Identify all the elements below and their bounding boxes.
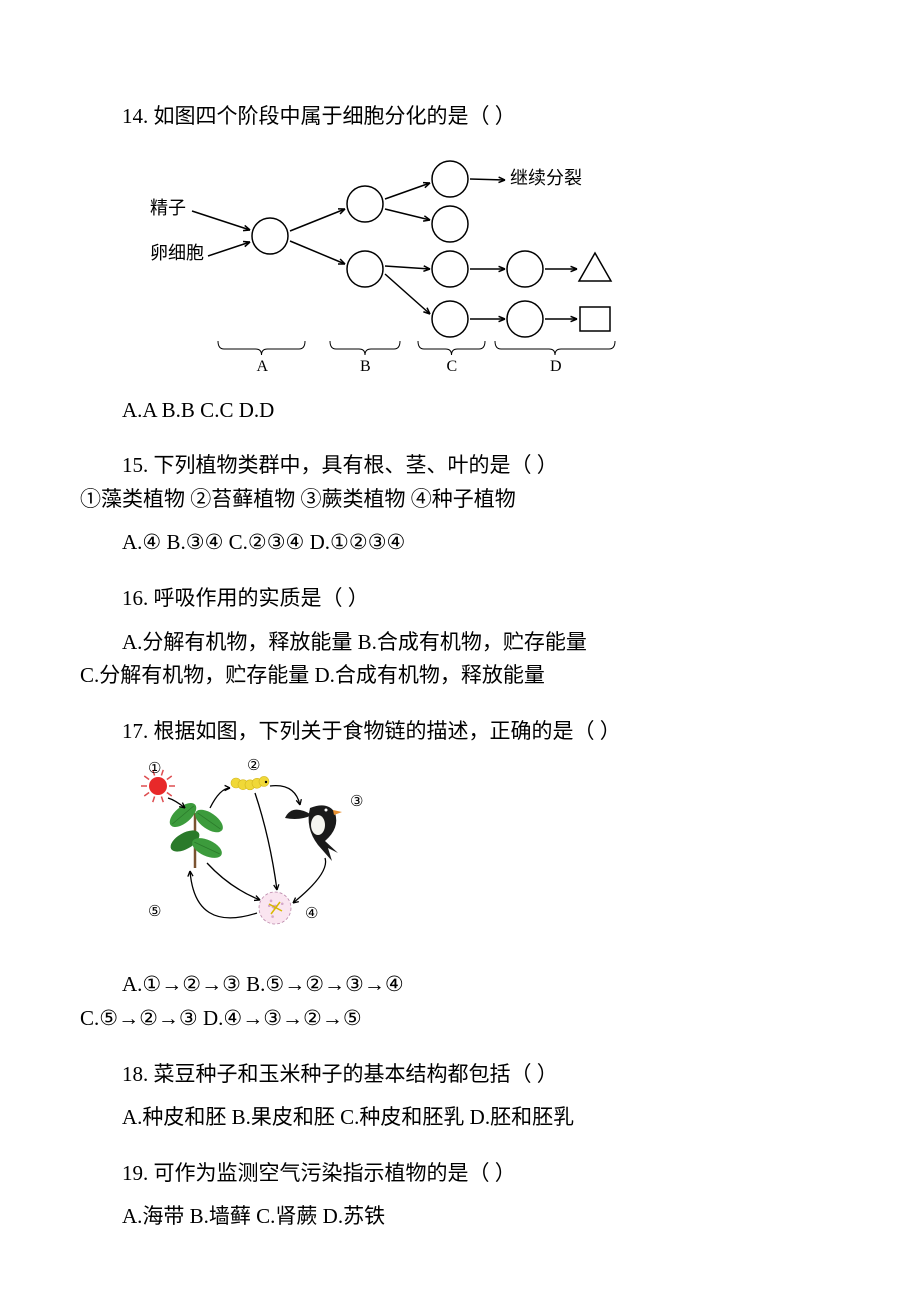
q17-options-1: A.①→②→③ B.⑤→②→③→④ — [80, 968, 840, 1002]
question-15: 15. 下列植物类群中，具有根、茎、叶的是（ ） ①藻类植物 ②苔藓植物 ③蕨类… — [80, 449, 840, 560]
svg-text:卵细胞: 卵细胞 — [150, 243, 204, 263]
food-chain-diagram: ① ② ③ ④ ⑤ — [140, 758, 375, 943]
question-19: 19. 可作为监测空气污染指示植物的是（ ） A.海带 B.墙藓 C.肾蕨 D.… — [80, 1157, 840, 1234]
q16-options-1: A.分解有机物，释放能量 B.合成有机物，贮存能量 — [80, 626, 840, 660]
q19-text: 19. 可作为监测空气污染指示植物的是（ ） — [80, 1157, 840, 1191]
q17-options-2: C.⑤→②→③ D.④→③→②→⑤ — [80, 1002, 840, 1036]
svg-text:③: ③ — [350, 794, 363, 810]
svg-text:②: ② — [247, 758, 260, 774]
svg-text:D: D — [550, 358, 562, 375]
svg-text:精子: 精子 — [150, 198, 186, 218]
q16-text: 16. 呼吸作用的实质是（ ） — [80, 582, 840, 616]
q14-text: 14. 如图四个阶段中属于细胞分化的是（ ） — [80, 100, 840, 134]
svg-text:继续分裂: 继续分裂 — [510, 168, 582, 188]
q19-options: A.海带 B.墙藓 C.肾蕨 D.苏铁 — [80, 1200, 840, 1234]
q18-options: A.种皮和胚 B.果皮和胚 C.种皮和胚乳 D.胚和胚乳 — [80, 1101, 840, 1135]
q14-diagram: 精子卵细胞 继续分裂 A B C D — [140, 149, 840, 379]
q15-subtext: ①藻类植物 ②苔藓植物 ③蕨类植物 ④种子植物 — [80, 483, 840, 517]
question-17: 17. 根据如图，下列关于食物链的描述，正确的是（ ） ① ② ③ ④ ⑤ A.①→②→… — [80, 715, 840, 1036]
q14-options: A.A B.B C.C D.D — [80, 394, 840, 428]
q17-text: 17. 根据如图，下列关于食物链的描述，正确的是（ ） — [80, 715, 840, 749]
question-18: 18. 菜豆种子和玉米种子的基本结构都包括（ ） A.种皮和胚 B.果皮和胚 C… — [80, 1058, 840, 1135]
q15-options: A.④ B.③④ C.②③④ D.①②③④ — [80, 526, 840, 560]
question-16: 16. 呼吸作用的实质是（ ） A.分解有机物，释放能量 B.合成有机物，贮存能… — [80, 582, 840, 693]
svg-text:A: A — [257, 358, 269, 375]
svg-text:B: B — [360, 358, 371, 375]
cell-differentiation-diagram: 精子卵细胞 继续分裂 A B C D — [140, 149, 620, 379]
svg-text:⑤: ⑤ — [148, 904, 161, 920]
q16-options-2: C.分解有机物，贮存能量 D.合成有机物，释放能量 — [80, 659, 840, 693]
question-14: 14. 如图四个阶段中属于细胞分化的是（ ） 精子卵细胞 继续分裂 A B C D A.A… — [80, 100, 840, 427]
q18-text: 18. 菜豆种子和玉米种子的基本结构都包括（ ） — [80, 1058, 840, 1092]
svg-text:①: ① — [148, 761, 161, 777]
q15-text: 15. 下列植物类群中，具有根、茎、叶的是（ ） — [80, 449, 840, 483]
svg-text:④: ④ — [305, 906, 318, 922]
q17-diagram: ① ② ③ ④ ⑤ — [140, 758, 840, 943]
svg-text:C: C — [447, 358, 458, 375]
